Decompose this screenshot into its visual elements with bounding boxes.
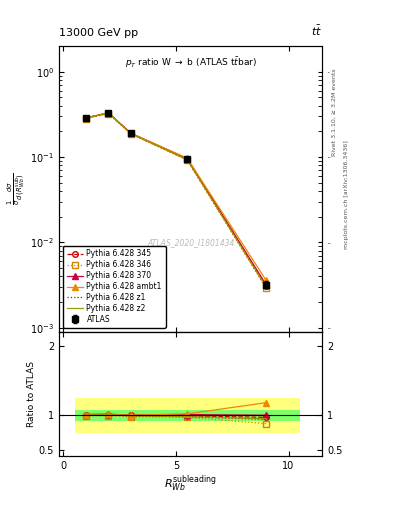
Text: mcplots.cern.ch [arXiv:1306.3436]: mcplots.cern.ch [arXiv:1306.3436] — [344, 140, 349, 249]
Legend: Pythia 6.428 345, Pythia 6.428 346, Pythia 6.428 370, Pythia 6.428 ambt1, Pythia: Pythia 6.428 345, Pythia 6.428 346, Pyth… — [63, 246, 165, 328]
Pythia 6.428 345 — [129, 131, 133, 137]
Pythia 6.428 345 — [84, 115, 88, 121]
Text: Rivet 3.1.10, ≥ 3.2M events: Rivet 3.1.10, ≥ 3.2M events — [332, 69, 337, 157]
Bar — [75, 410, 97, 421]
Y-axis label: Ratio to ATLAS: Ratio to ATLAS — [27, 360, 36, 426]
Text: $p_T$ ratio W $\rightarrow$ b (ATLAS t$\bar{t}$bar): $p_T$ ratio W $\rightarrow$ b (ATLAS t$\… — [125, 55, 257, 70]
Line: Pythia 6.428 ambt1: Pythia 6.428 ambt1 — [83, 110, 269, 283]
Pythia 6.428 ambt1 — [106, 110, 111, 116]
Pythia 6.428 370 — [185, 156, 189, 162]
Pythia 6.428 z2 — [106, 110, 111, 116]
Bar — [120, 398, 165, 433]
Pythia 6.428 370 — [106, 110, 111, 116]
Text: 13000 GeV pp: 13000 GeV pp — [59, 28, 138, 38]
Bar — [232, 410, 300, 421]
Pythia 6.428 346 — [264, 285, 268, 291]
Text: $t\bar{t}$: $t\bar{t}$ — [311, 24, 322, 38]
Pythia 6.428 345 — [106, 110, 111, 116]
Pythia 6.428 370 — [129, 130, 133, 136]
Bar — [97, 410, 120, 421]
Text: ATLAS_2020_I1801434: ATLAS_2020_I1801434 — [147, 239, 234, 248]
Bar — [232, 398, 300, 433]
Pythia 6.428 ambt1 — [185, 155, 189, 161]
Pythia 6.428 z2 — [84, 115, 88, 121]
Y-axis label: $\frac{1}{\sigma}\frac{d\sigma}{d\,(R_{Wb}^{\rm sub})}$: $\frac{1}{\sigma}\frac{d\sigma}{d\,(R_{W… — [6, 173, 28, 205]
Pythia 6.428 345 — [185, 156, 189, 162]
X-axis label: $R_{Wb}^{\rm subleading}$: $R_{Wb}^{\rm subleading}$ — [164, 473, 217, 494]
Bar — [165, 398, 232, 433]
Pythia 6.428 346 — [84, 115, 88, 121]
Pythia 6.428 370 — [84, 115, 88, 121]
Pythia 6.428 ambt1 — [129, 130, 133, 136]
Pythia 6.428 z2 — [129, 131, 133, 137]
Bar — [97, 398, 120, 433]
Pythia 6.428 370 — [264, 282, 268, 288]
Pythia 6.428 z2 — [185, 157, 189, 163]
Bar — [165, 410, 232, 421]
Pythia 6.428 z1 — [106, 110, 111, 116]
Pythia 6.428 z1 — [264, 284, 268, 290]
Pythia 6.428 ambt1 — [264, 277, 268, 283]
Line: Pythia 6.428 z1: Pythia 6.428 z1 — [86, 113, 266, 287]
Pythia 6.428 346 — [129, 131, 133, 137]
Pythia 6.428 345 — [264, 283, 268, 289]
Pythia 6.428 z1 — [84, 115, 88, 121]
Pythia 6.428 z1 — [129, 131, 133, 137]
Pythia 6.428 z2 — [264, 284, 268, 290]
Bar — [120, 410, 165, 421]
Pythia 6.428 z1 — [185, 157, 189, 163]
Pythia 6.428 ambt1 — [84, 115, 88, 121]
Line: Pythia 6.428 z2: Pythia 6.428 z2 — [86, 113, 266, 287]
Line: Pythia 6.428 370: Pythia 6.428 370 — [83, 110, 269, 287]
Pythia 6.428 346 — [185, 157, 189, 163]
Pythia 6.428 346 — [106, 111, 111, 117]
Line: Pythia 6.428 346: Pythia 6.428 346 — [83, 111, 269, 291]
Bar — [75, 398, 97, 433]
Line: Pythia 6.428 345: Pythia 6.428 345 — [83, 110, 269, 289]
